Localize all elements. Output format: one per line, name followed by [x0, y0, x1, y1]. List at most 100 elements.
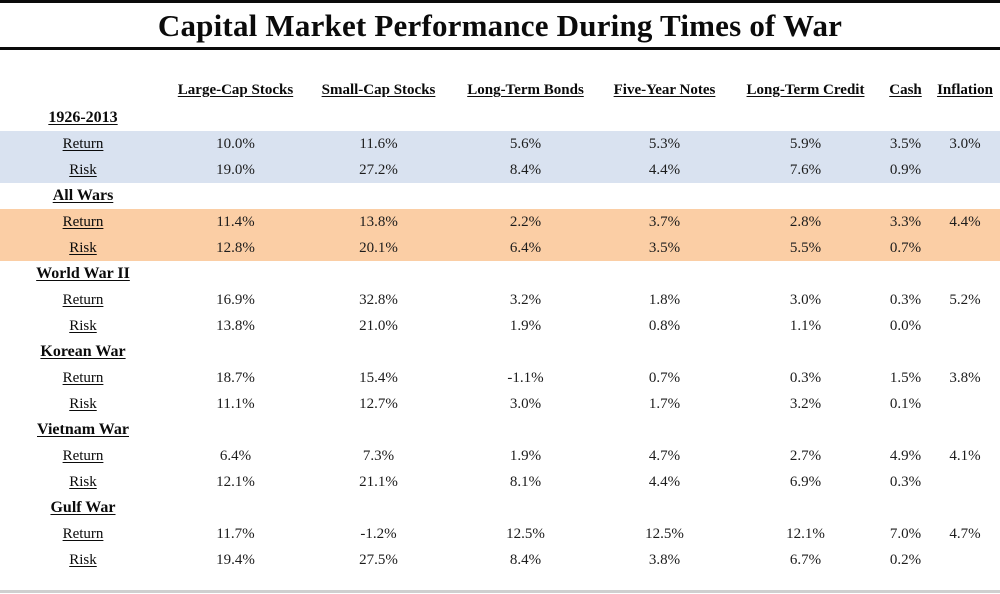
- table-body: 1926-2013 Return 10.0% 11.6% 5.6% 5.3% 5.9% 3.5…: [0, 105, 1000, 573]
- return-value-cell: 13.8%: [359, 213, 398, 230]
- 1926-2013-risk-row: Risk 19.0% 27.2% 8.4% 4.4% 7.6% 0.9%: [0, 157, 1000, 183]
- risk-row-label: Risk: [69, 551, 97, 568]
- return-value-cell: 16.9%: [216, 291, 255, 308]
- risk-row-label: Risk: [69, 473, 97, 490]
- return-value-cell: 5.2%: [949, 291, 981, 308]
- risk-value-cell: 12.7%: [359, 395, 398, 412]
- risk-value-cell: 0.0%: [889, 317, 922, 334]
- risk-value-cell: 12.1%: [216, 473, 255, 490]
- section-name: Gulf War: [50, 499, 116, 516]
- empty-cell: [452, 417, 599, 443]
- return-value-cell: 0.3%: [889, 291, 922, 308]
- empty-cell: [599, 417, 730, 443]
- column-header: Large-Cap Stocks: [177, 82, 294, 98]
- empty-cell: [166, 339, 305, 365]
- return-row-label: Return: [62, 369, 104, 386]
- return-value-cell: 0.3%: [789, 369, 822, 386]
- korean-war-risk-row: Risk 11.1% 12.7% 3.0% 1.7% 3.2% 0.1%: [0, 391, 1000, 417]
- risk-value-cell: 5.5%: [789, 239, 822, 256]
- return-value-cell: 4.9%: [889, 447, 922, 464]
- all-wars-return-row: Return 11.4% 13.8% 2.2% 3.7% 2.8% 3.3% 4.4%: [0, 209, 1000, 235]
- 1926-2013-return-row: Return 10.0% 11.6% 5.6% 5.3% 5.9% 3.5% 3.0%: [0, 131, 1000, 157]
- empty-cell: [166, 105, 305, 131]
- section-header-row: All Wars: [0, 183, 1000, 209]
- empty-cell: [166, 183, 305, 209]
- risk-value-cell: 1.9%: [509, 317, 542, 334]
- vietnam-war-return-row: Return 6.4% 7.3% 1.9% 4.7% 2.7% 4.9% 4.1%: [0, 443, 1000, 469]
- empty-cell: [166, 261, 305, 287]
- empty-cell: [930, 105, 1000, 131]
- column-header: Inflation: [937, 82, 993, 98]
- empty-cell: [452, 183, 599, 209]
- section-header-row: Korean War: [0, 339, 1000, 365]
- risk-row-label: Risk: [69, 161, 97, 178]
- empty-cell: [881, 105, 930, 131]
- empty-cell: [930, 339, 1000, 365]
- return-value-cell: 6.4%: [219, 447, 252, 464]
- empty-cell: [881, 183, 930, 209]
- empty-cell: [730, 261, 881, 287]
- risk-value-cell: 8.4%: [509, 161, 542, 178]
- return-value-cell: 1.9%: [509, 447, 542, 464]
- empty-cell: [452, 339, 599, 365]
- risk-value-cell: 3.5%: [648, 239, 681, 256]
- empty-cell: [166, 495, 305, 521]
- risk-value-cell: 19.4%: [216, 551, 255, 568]
- return-value-cell: 5.3%: [648, 135, 681, 152]
- return-value-cell: 1.8%: [648, 291, 681, 308]
- risk-value-cell: 1.1%: [789, 317, 822, 334]
- risk-value-cell: 0.2%: [889, 551, 922, 568]
- column-header: Long-Term Credit: [746, 82, 865, 98]
- return-value-cell: 2.8%: [789, 213, 822, 230]
- section-header-row: Vietnam War: [0, 417, 1000, 443]
- empty-cell: [930, 417, 1000, 443]
- empty-cell: [305, 261, 452, 287]
- risk-value-cell: 4.4%: [648, 473, 681, 490]
- return-value-cell: 2.2%: [509, 213, 542, 230]
- return-value-cell: 11.6%: [359, 135, 398, 152]
- empty-cell: [305, 339, 452, 365]
- risk-value-cell: 19.0%: [216, 161, 255, 178]
- risk-value-cell: 7.6%: [789, 161, 822, 178]
- return-value-cell: 11.4%: [216, 213, 255, 230]
- return-value-cell: 12.5%: [645, 525, 684, 542]
- column-header: Small-Cap Stocks: [321, 82, 436, 98]
- risk-value-cell: 12.8%: [216, 239, 255, 256]
- empty-cell: [452, 105, 599, 131]
- empty-cell: [305, 183, 452, 209]
- empty-cell: [599, 183, 730, 209]
- return-value-cell: -1.2%: [360, 525, 397, 542]
- section-header-row: 1926-2013: [0, 105, 1000, 131]
- return-value-cell: 7.3%: [362, 447, 395, 464]
- empty-cell: [305, 417, 452, 443]
- risk-value-cell: 3.2%: [789, 395, 822, 412]
- return-value-cell: 3.2%: [509, 291, 542, 308]
- return-value-cell: 11.7%: [216, 525, 255, 542]
- risk-value-cell: [930, 313, 1000, 339]
- return-value-cell: 4.7%: [949, 525, 981, 542]
- empty-cell: [930, 261, 1000, 287]
- return-value-cell: 4.1%: [949, 447, 981, 464]
- return-value-cell: 3.0%: [949, 135, 981, 152]
- risk-value-cell: 13.8%: [216, 317, 255, 334]
- risk-value-cell: 6.9%: [789, 473, 822, 490]
- empty-cell: [730, 495, 881, 521]
- return-value-cell: 5.9%: [789, 135, 822, 152]
- vietnam-war-risk-row: Risk 12.1% 21.1% 8.1% 4.4% 6.9% 0.3%: [0, 469, 1000, 495]
- risk-value-cell: 21.0%: [359, 317, 398, 334]
- return-row-label: Return: [62, 525, 104, 542]
- risk-value-cell: 3.8%: [648, 551, 681, 568]
- risk-value-cell: 27.2%: [359, 161, 398, 178]
- return-value-cell: 1.5%: [889, 369, 922, 386]
- empty-cell: [305, 105, 452, 131]
- risk-row-label: Risk: [69, 239, 97, 256]
- risk-value-cell: 1.7%: [648, 395, 681, 412]
- risk-value-cell: 6.7%: [789, 551, 822, 568]
- risk-value-cell: 6.4%: [509, 239, 542, 256]
- empty-cell: [166, 417, 305, 443]
- return-value-cell: 10.0%: [216, 135, 255, 152]
- title-underline-rule: [0, 47, 1000, 50]
- section-name: 1926-2013: [48, 109, 118, 126]
- return-value-cell: 0.7%: [648, 369, 681, 386]
- risk-value-cell: 4.4%: [648, 161, 681, 178]
